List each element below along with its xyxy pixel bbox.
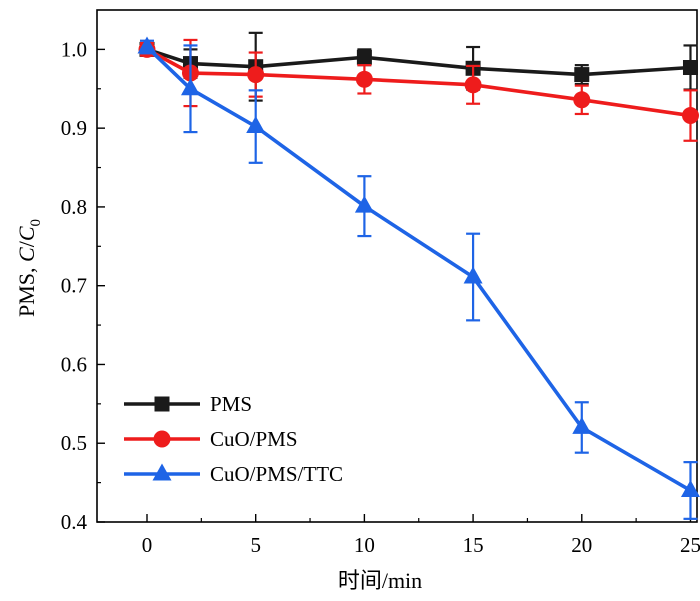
y-tick-label: 1.0 [61, 37, 87, 61]
data-point [247, 66, 265, 84]
series-line [146, 47, 691, 77]
legend-label: CuO/PMS [210, 427, 298, 451]
y-axis-title-var: C [14, 247, 39, 262]
data-point [574, 67, 590, 83]
legend-item: PMS [124, 392, 252, 416]
data-point [356, 49, 372, 65]
legend-marker [154, 396, 170, 412]
data-point [573, 91, 591, 109]
x-tick-label: 0 [142, 533, 153, 557]
legend-label: CuO/PMS/TTC [210, 462, 343, 486]
data-point [680, 479, 700, 497]
legend-marker [153, 430, 171, 448]
series-square [139, 31, 698, 102]
y-tick-label: 0.8 [61, 195, 87, 219]
series-layer [137, 31, 700, 520]
data-point [354, 195, 374, 213]
y-tick-label: 0.5 [61, 431, 87, 455]
data-point [355, 70, 373, 88]
y-tick-label: 0.6 [61, 352, 87, 376]
data-point [464, 76, 482, 94]
series-triangle [137, 36, 700, 520]
y-axis-title-slash: / [14, 240, 39, 247]
series-line [145, 45, 692, 493]
x-tick-label: 25 [680, 533, 700, 557]
data-point [682, 60, 698, 76]
legend-marker [152, 463, 172, 481]
legend: PMS CuO/PMS CuO/PMS/TTC [124, 392, 343, 486]
legend-label: PMS [210, 392, 252, 416]
data-point [246, 116, 266, 134]
data-point [572, 416, 592, 434]
x-tick-label: 5 [250, 533, 261, 557]
data-point [180, 78, 200, 96]
series-circle [138, 38, 699, 142]
data-point [681, 107, 699, 125]
y-tick-label: 0.4 [61, 510, 88, 534]
y-axis-title-prefix: PMS, [14, 262, 39, 317]
y-axis-title: PMS, C/C0 [14, 219, 44, 317]
x-axis-title: 时间/min [338, 568, 422, 593]
legend-item: CuO/PMS/TTC [124, 462, 343, 486]
data-point [137, 36, 157, 54]
y-axis-title-var0: C [14, 226, 39, 241]
x-tick-label: 20 [571, 533, 592, 557]
x-tick-label: 10 [354, 533, 375, 557]
plot-frame [96, 9, 698, 523]
series-line [146, 47, 691, 118]
x-tick-label: 15 [463, 533, 484, 557]
y-tick-label: 0.7 [61, 274, 87, 298]
legend-item: CuO/PMS [124, 427, 298, 451]
y-axis-title-subscript: 0 [28, 219, 44, 227]
y-tick-label: 0.9 [61, 116, 87, 140]
axes: 0 5 10 15 20 25 0.4 0.5 0.6 0.7 0.8 0.9 1.0 [61, 9, 700, 557]
data-point [463, 266, 483, 284]
